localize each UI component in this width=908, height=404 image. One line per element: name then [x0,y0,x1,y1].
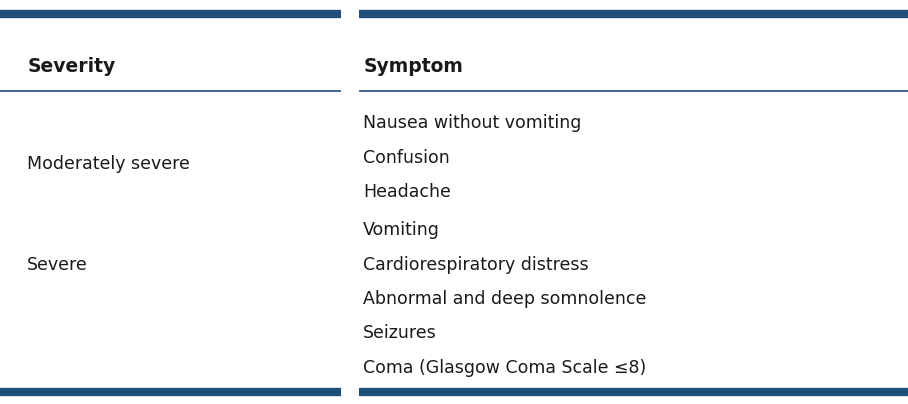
Text: Severity: Severity [27,57,115,76]
Text: Abnormal and deep somnolence: Abnormal and deep somnolence [363,290,646,308]
Text: Vomiting: Vomiting [363,221,440,239]
Text: Cardiorespiratory distress: Cardiorespiratory distress [363,256,588,274]
Text: Severe: Severe [27,256,88,274]
Text: Moderately severe: Moderately severe [27,155,190,173]
Text: Symptom: Symptom [363,57,463,76]
Text: Seizures: Seizures [363,324,437,342]
Text: Coma (Glasgow Coma Scale ≤8): Coma (Glasgow Coma Scale ≤8) [363,359,646,377]
Text: Headache: Headache [363,183,451,201]
Text: Nausea without vomiting: Nausea without vomiting [363,114,582,132]
Text: Confusion: Confusion [363,149,450,166]
